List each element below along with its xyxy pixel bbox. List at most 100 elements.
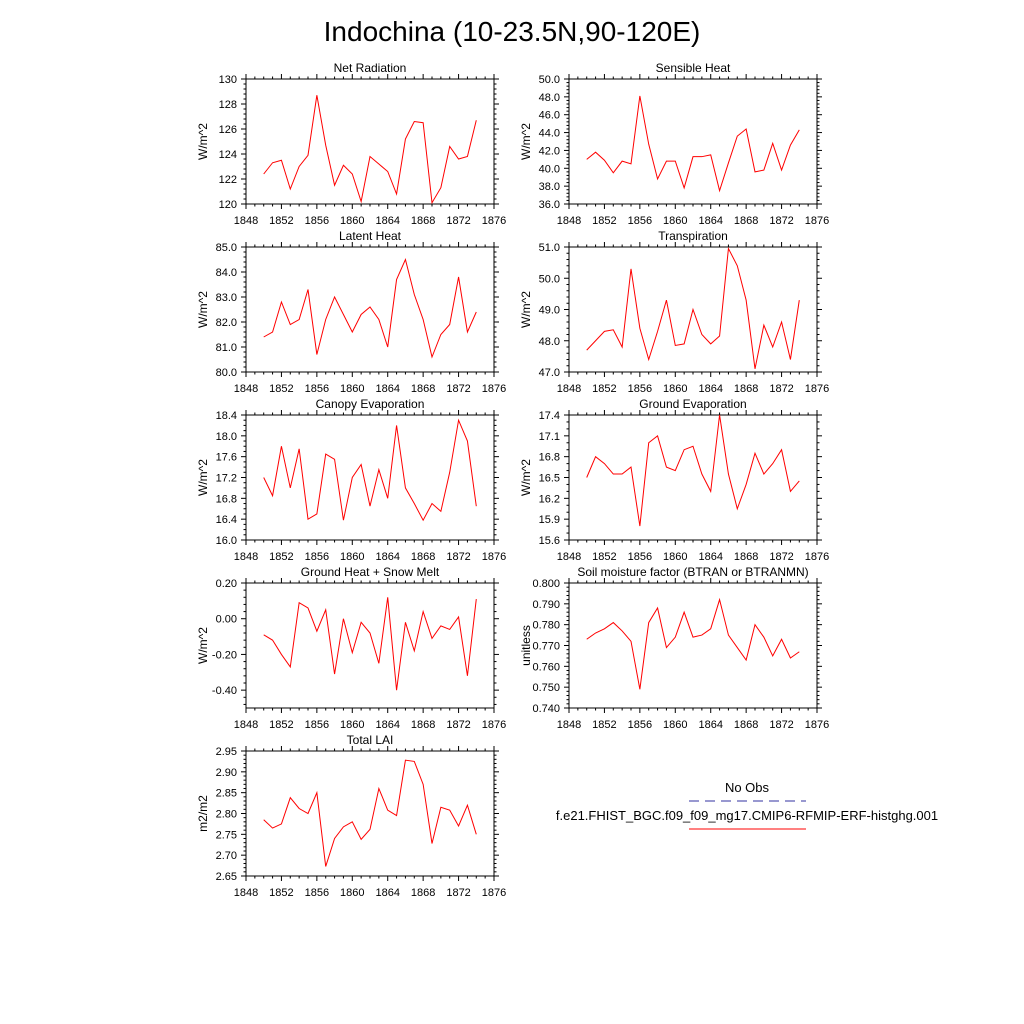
y-tick-label: 2.70 bbox=[216, 850, 237, 862]
panel-title: Transpiration bbox=[658, 229, 728, 243]
x-tick-label: 1876 bbox=[482, 887, 506, 899]
x-tick-label: 1852 bbox=[592, 551, 616, 563]
x-tick-label: 1860 bbox=[340, 215, 364, 227]
y-tick-label: 2.90 bbox=[216, 767, 237, 779]
y-tick-label: 0.750 bbox=[532, 682, 560, 694]
x-tick-label: 1852 bbox=[269, 383, 293, 395]
x-tick-label: 1860 bbox=[340, 887, 364, 899]
x-tick-label: 1876 bbox=[482, 383, 506, 395]
y-tick-label: 0.740 bbox=[532, 703, 560, 715]
x-tick-label: 1872 bbox=[446, 215, 470, 227]
x-tick-label: 1856 bbox=[305, 887, 329, 899]
x-tick-label: 1848 bbox=[557, 719, 581, 731]
x-tick-label: 1868 bbox=[411, 215, 435, 227]
x-tick-label: 1876 bbox=[482, 719, 506, 731]
x-tick-label: 1868 bbox=[411, 887, 435, 899]
y-tick-label: 2.85 bbox=[216, 788, 237, 800]
x-tick-label: 1860 bbox=[340, 383, 364, 395]
x-tick-label: 1864 bbox=[698, 551, 722, 563]
x-tick-label: 1856 bbox=[628, 719, 652, 731]
x-tick-label: 1868 bbox=[411, 383, 435, 395]
y-tick-label: 46.0 bbox=[539, 110, 560, 122]
x-tick-label: 1852 bbox=[269, 215, 293, 227]
x-tick-label: 1876 bbox=[482, 215, 506, 227]
x-tick-label: 1856 bbox=[628, 383, 652, 395]
panel-latent-heat: Latent Heat W/m^2 1848 1852 1856 1860 1864 1868… bbox=[196, 229, 506, 395]
y-tick-label: 38.0 bbox=[539, 181, 560, 193]
x-tick-label: 1852 bbox=[269, 887, 293, 899]
y-tick-label: 0.790 bbox=[532, 599, 560, 611]
y-tick-label: 82.0 bbox=[216, 317, 237, 329]
y-tick-label: 0.770 bbox=[532, 641, 560, 653]
y-tick-label: 16.4 bbox=[216, 514, 237, 526]
x-tick-label: 1860 bbox=[340, 719, 364, 731]
y-tick-label: -0.20 bbox=[212, 649, 237, 661]
x-tick-label: 1852 bbox=[269, 551, 293, 563]
y-tick-label: 15.6 bbox=[539, 535, 560, 547]
y-tick-label: 18.0 bbox=[216, 431, 237, 443]
y-tick-label: 49.0 bbox=[539, 305, 560, 317]
x-tick-label: 1848 bbox=[234, 383, 258, 395]
panel-title: Ground Heat + Snow Melt bbox=[301, 565, 440, 579]
panel-title: Sensible Heat bbox=[656, 61, 731, 75]
y-tick-label: 16.8 bbox=[539, 452, 560, 464]
x-tick-label: 1848 bbox=[234, 551, 258, 563]
panel-net-radiation: Net Radiation W/m^2 1848 1852 1856 1860 1864 18… bbox=[196, 61, 506, 227]
x-tick-label: 1856 bbox=[628, 215, 652, 227]
y-tick-label: 0.00 bbox=[216, 614, 237, 626]
x-tick-label: 1856 bbox=[628, 551, 652, 563]
x-tick-label: 1848 bbox=[557, 383, 581, 395]
legend: No Obs f.e21.FHIST_BGC.f09_f09_mg17.CMIP… bbox=[556, 780, 938, 830]
panel-transpiration: Transpiration W/m^2 1848 1852 1856 1860 1864 18… bbox=[519, 229, 829, 395]
panel-canopy-evaporation: Canopy Evaporation W/m^2 1848 1852 1856 1860 1… bbox=[196, 397, 506, 563]
x-tick-label: 1860 bbox=[340, 551, 364, 563]
y-tick-label: 2.75 bbox=[216, 829, 237, 841]
y-tick-label: 85.0 bbox=[216, 242, 237, 254]
x-tick-label: 1864 bbox=[698, 719, 722, 731]
y-tick-label: 50.0 bbox=[539, 273, 560, 285]
y-axis-label: W/m^2 bbox=[519, 459, 533, 496]
y-tick-label: 126 bbox=[219, 124, 237, 136]
x-tick-label: 1876 bbox=[805, 383, 829, 395]
x-tick-label: 1876 bbox=[805, 719, 829, 731]
y-tick-label: 44.0 bbox=[539, 128, 560, 140]
x-tick-label: 1856 bbox=[305, 215, 329, 227]
y-tick-label: 0.20 bbox=[216, 578, 237, 590]
x-tick-label: 1864 bbox=[698, 383, 722, 395]
x-tick-label: 1864 bbox=[375, 215, 399, 227]
x-tick-label: 1868 bbox=[734, 551, 758, 563]
x-tick-label: 1876 bbox=[482, 551, 506, 563]
x-tick-label: 1872 bbox=[446, 383, 470, 395]
y-tick-label: 48.0 bbox=[539, 336, 560, 348]
y-tick-label: 40.0 bbox=[539, 163, 560, 175]
x-tick-label: 1872 bbox=[769, 383, 793, 395]
panel-title: Net Radiation bbox=[334, 61, 407, 75]
y-axis-label: W/m^2 bbox=[196, 459, 210, 496]
y-tick-label: 15.9 bbox=[539, 514, 560, 526]
series-line-canopy-evaporation bbox=[263, 418, 477, 522]
y-tick-label: 47.0 bbox=[539, 367, 560, 379]
x-tick-label: 1868 bbox=[734, 383, 758, 395]
y-tick-label: 122 bbox=[219, 174, 237, 186]
y-axis-label: W/m^2 bbox=[196, 291, 210, 328]
x-tick-label: 1860 bbox=[663, 383, 687, 395]
x-tick-label: 1872 bbox=[769, 719, 793, 731]
y-tick-label: 84.0 bbox=[216, 267, 237, 279]
y-tick-label: 17.6 bbox=[216, 452, 237, 464]
y-axis-label: unitless bbox=[519, 625, 533, 666]
panel-title: Ground Evaporation bbox=[639, 397, 746, 411]
x-tick-label: 1868 bbox=[734, 719, 758, 731]
series-line-transpiration bbox=[586, 246, 800, 369]
y-tick-label: 18.4 bbox=[216, 410, 237, 422]
panel-ground-heat-snow-melt: Ground Heat + Snow Melt W/m^2 1848 1852 1856… bbox=[196, 565, 506, 731]
series-line-ground-heat-snow-melt bbox=[263, 597, 477, 691]
series-line-latent-heat bbox=[263, 257, 477, 359]
y-tick-label: 50.0 bbox=[539, 74, 560, 86]
panels: Net Radiation W/m^2 1848 1852 1856 1860 1864 18… bbox=[196, 61, 829, 899]
panel-title: Latent Heat bbox=[339, 229, 402, 243]
x-tick-label: 1864 bbox=[375, 887, 399, 899]
y-tick-label: 16.5 bbox=[539, 473, 560, 485]
panel-soil-moisture-factor-btran-or-btranmn: Soil moisture factor (BTRAN or BTRANMN) u… bbox=[519, 565, 829, 731]
y-tick-label: 16.2 bbox=[539, 493, 560, 505]
